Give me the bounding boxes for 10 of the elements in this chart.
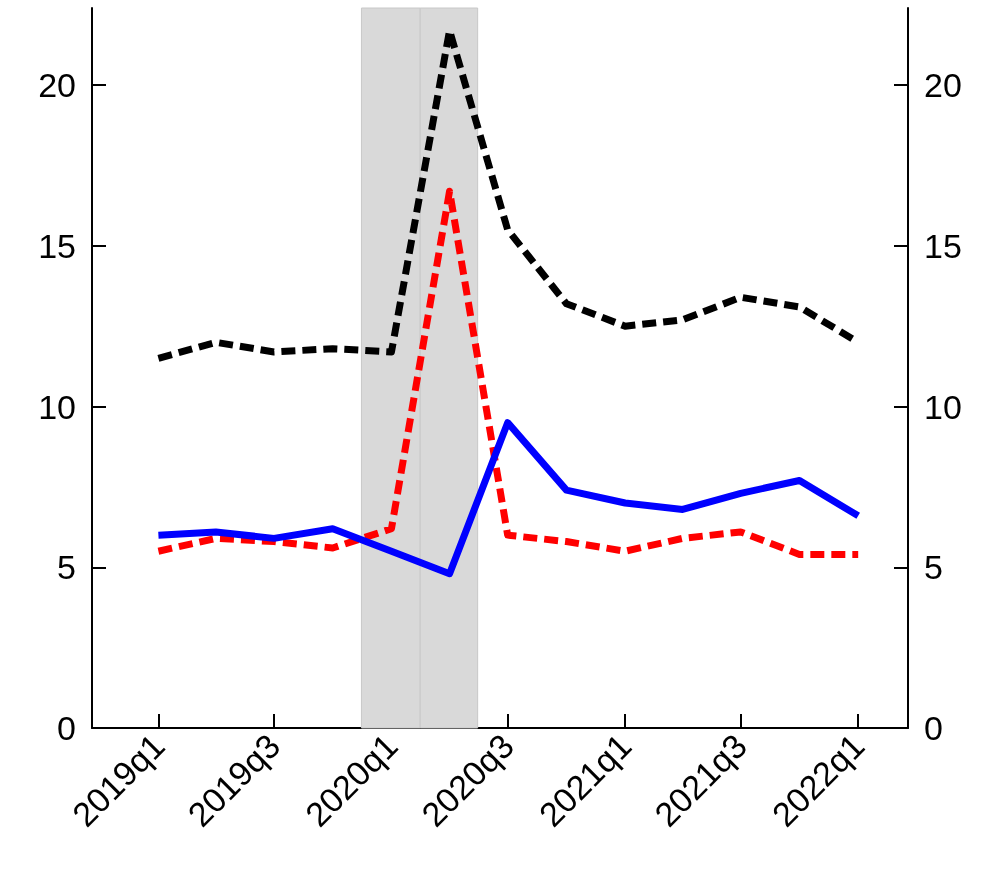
y-tick-label: 15 <box>38 226 76 265</box>
y-tick-label: 0 <box>57 709 76 747</box>
y2-tick-label: 5 <box>924 548 943 587</box>
y2-tick-label: 10 <box>924 387 962 426</box>
y2-tick-label: 20 <box>924 66 962 105</box>
y2-tick-label: 15 <box>924 226 962 265</box>
y-tick-label: 20 <box>38 66 76 105</box>
y-tick-label: 10 <box>38 387 76 426</box>
y-tick-label: 5 <box>57 548 76 587</box>
y2-tick-label: 0 <box>924 709 943 747</box>
